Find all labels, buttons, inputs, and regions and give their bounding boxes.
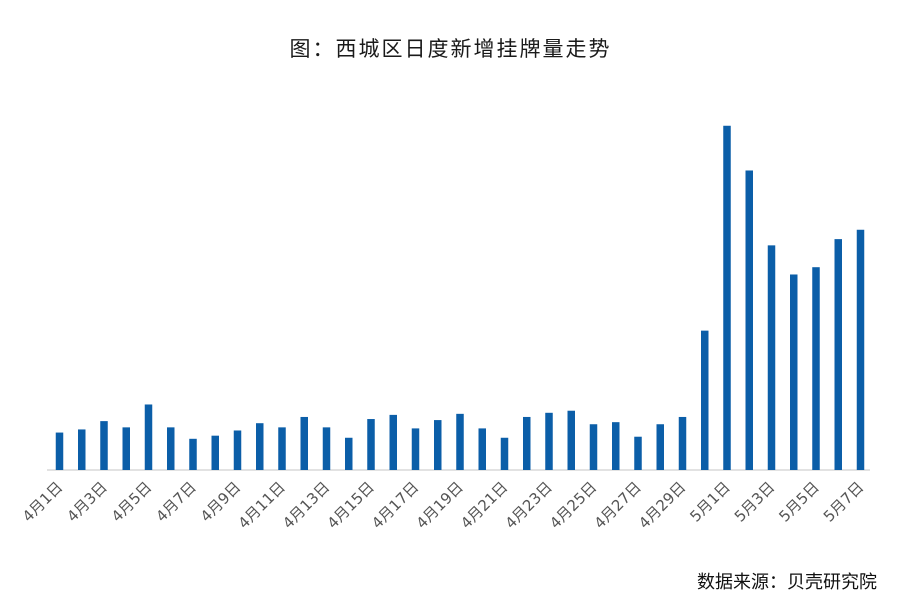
bar-4月6日 [167,427,175,470]
bar-4月12日 [300,416,308,470]
bar-4月11日 [278,427,286,470]
x-tick-label: 5月7日 [820,478,867,525]
x-tick-label: 5月1日 [686,478,733,525]
x-tick-label: 4月17日 [368,478,422,532]
bar-4月16日 [389,414,397,470]
bar-4月19日 [456,413,464,470]
bar-4月23日 [545,412,553,470]
x-tick-label: 4月1日 [19,478,66,525]
bar-4月27日 [634,436,642,470]
x-tick-label: 5月5日 [775,478,822,525]
chart-title: 图：西城区日度新增挂牌量走势 [289,37,612,61]
bar-4月29日 [678,416,687,470]
bar-4月5日 [144,404,153,470]
bar-4月14日 [345,437,353,470]
bar-5月7日 [856,229,865,470]
data-source-note: 数据来源：贝壳研究院 [697,572,877,593]
bar-4月26日 [612,422,620,470]
bar-4月30日 [701,330,709,470]
x-tick-label: 4月21日 [457,478,511,532]
bar-4月20日 [478,428,486,470]
bar-4月4日 [122,427,130,470]
bar-4月25日 [589,424,598,470]
x-tick-label: 4月3日 [63,478,110,525]
x-tick-label: 4月23日 [502,478,556,532]
bar-4月18日 [434,420,442,470]
x-tick-label: 5月3日 [731,478,778,525]
bar-4月8日 [211,435,219,470]
bar-4月22日 [523,416,531,470]
x-tick-label: 4月15日 [324,478,378,532]
bar-4月3日 [100,421,108,470]
bar-4月28日 [656,424,664,470]
bar-4月13日 [322,427,331,470]
bar-5月3日 [767,245,776,470]
x-tick-label: 4月25日 [546,478,600,532]
bar-5月5日 [812,267,820,470]
x-tick-label: 4月19日 [413,478,467,532]
x-tick-label: 4月13日 [279,478,333,532]
x-tick-label: 4月7日 [152,478,199,525]
bar-4月1日 [55,432,64,470]
x-tick-label: 4月5日 [108,478,155,525]
bar-5月6日 [834,239,842,470]
bar-4月2日 [78,429,86,470]
bar-4月21日 [500,437,509,470]
bar-4月15日 [367,419,375,470]
bar-4月17日 [411,428,420,470]
bar-4月10日 [256,423,264,470]
x-tick-label: 4月29日 [635,478,689,532]
bar-4月9日 [233,430,242,470]
bar-5月2日 [745,170,753,471]
bar-4月24日 [567,410,575,470]
bar-4月7日 [189,438,197,470]
x-tick-label: 4月27日 [591,478,645,532]
bar-5月1日 [723,125,731,470]
bar-5月4日 [790,274,798,470]
x-tick-label: 4月11日 [235,478,289,532]
